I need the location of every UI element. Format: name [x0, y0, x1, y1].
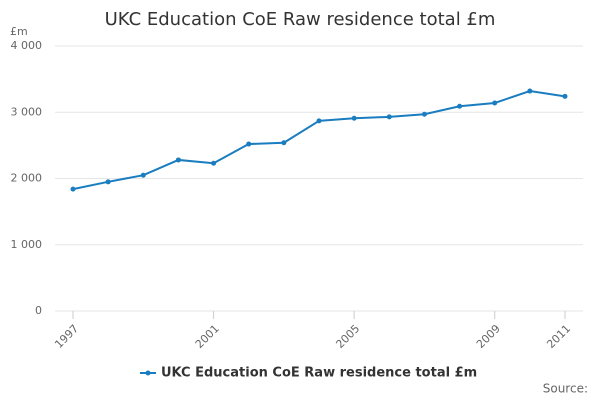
- point: [492, 100, 498, 106]
- x-tick-label: 2011: [544, 322, 573, 351]
- point: [562, 93, 568, 99]
- source: Source:: [543, 382, 588, 396]
- point: [140, 172, 146, 178]
- point: [246, 141, 252, 147]
- point: [457, 103, 463, 109]
- point: [70, 186, 76, 192]
- point: [316, 118, 322, 124]
- x-tick-label: 1997: [52, 322, 81, 351]
- y-tick-label: 4 000: [11, 39, 43, 52]
- y-tick-label: 3 000: [11, 105, 43, 118]
- point: [211, 160, 217, 166]
- point: [527, 88, 533, 94]
- legend-label: UKC Education CoE Raw residence total £m: [161, 366, 477, 381]
- y-tick-label: 0: [35, 304, 42, 317]
- y-tick-label: 1 000: [11, 238, 43, 251]
- x-tick-label: 2001: [193, 322, 222, 351]
- chart-title: UKC Education CoE Raw residence total £m: [105, 9, 496, 30]
- legend-marker: [145, 370, 151, 376]
- x-tick-label: 2005: [333, 322, 362, 351]
- series-line: [72, 90, 566, 191]
- point: [386, 114, 392, 120]
- y-tick-label: 2 000: [11, 172, 43, 185]
- point: [281, 140, 287, 146]
- point: [421, 111, 427, 117]
- point: [351, 115, 357, 121]
- point: [175, 157, 181, 163]
- point: [105, 179, 111, 185]
- y-axis-label: £m: [10, 25, 28, 38]
- x-tick-label: 2009: [474, 322, 503, 351]
